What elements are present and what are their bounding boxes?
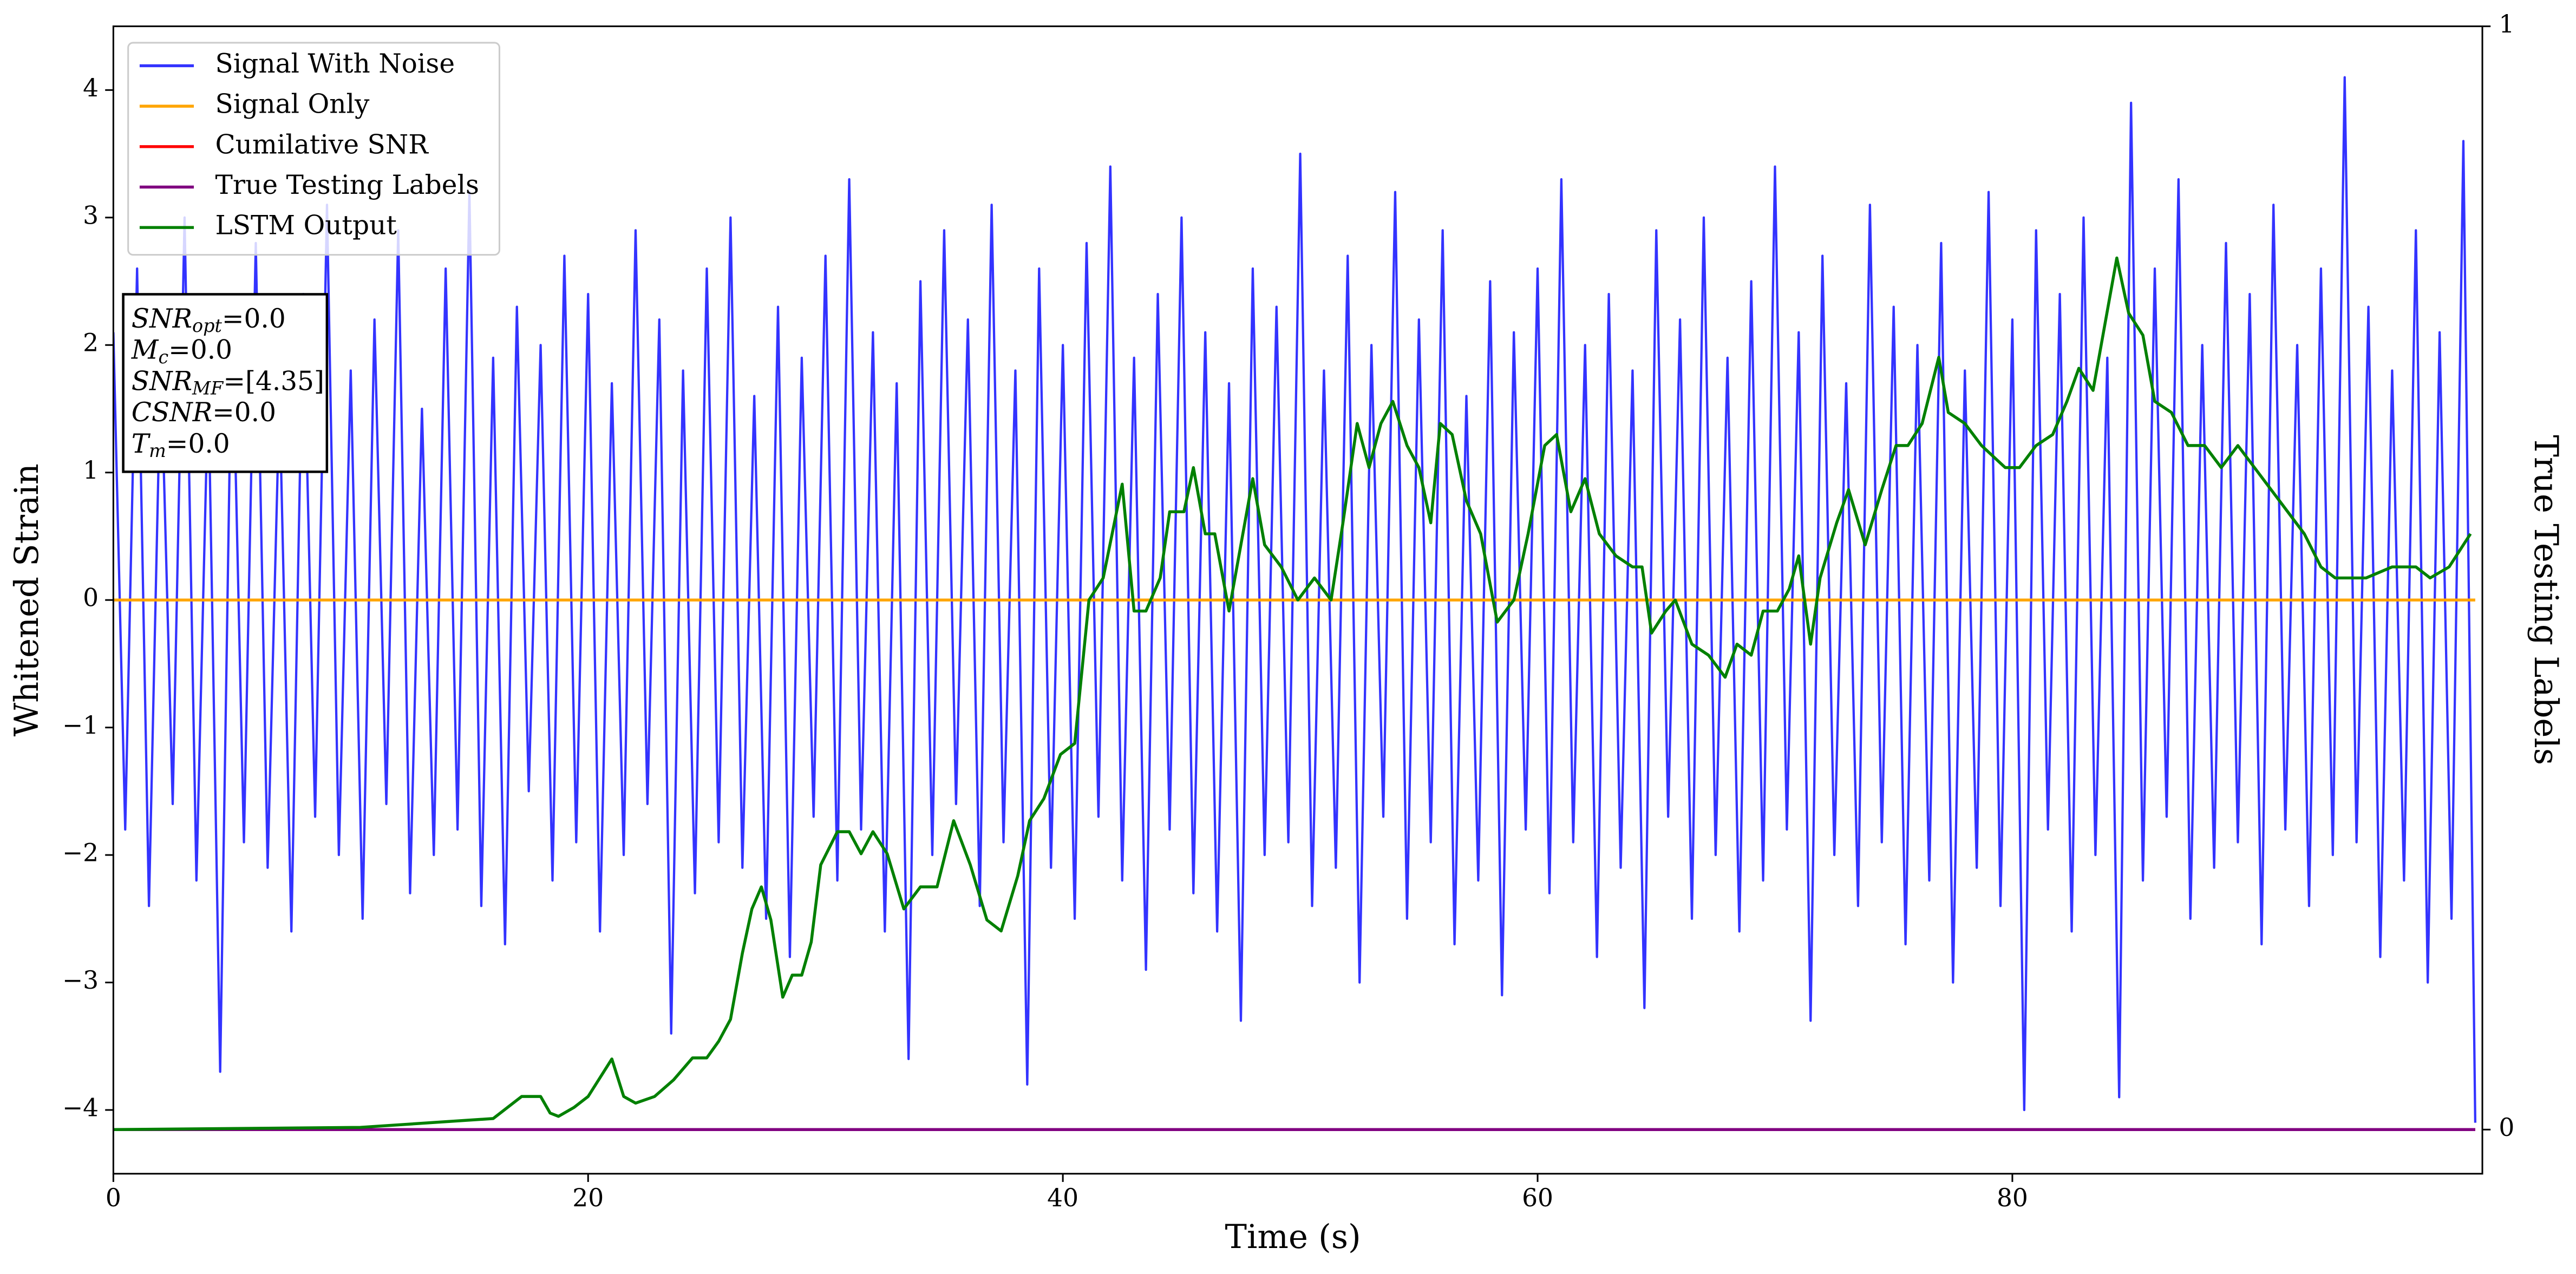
annotation-rest: =0.0 bbox=[166, 428, 230, 459]
y2-tick-label: 0 bbox=[2499, 1113, 2514, 1142]
annotation-box bbox=[122, 293, 329, 473]
series-line bbox=[113, 76, 2477, 1123]
y-tick-label: 3 bbox=[83, 201, 99, 230]
y-tick-label: 0 bbox=[83, 584, 99, 612]
annotation-sub: m bbox=[149, 440, 166, 461]
y-tick-label: −2 bbox=[62, 839, 99, 867]
y-tick-label: −4 bbox=[62, 1094, 99, 1122]
x-tick-label: 80 bbox=[1997, 1184, 2028, 1212]
annotation-main: SNR bbox=[132, 304, 192, 334]
annotation-rest: =[4.35] bbox=[223, 366, 324, 396]
y-tick-label: 2 bbox=[83, 329, 99, 357]
y-tick-label: 4 bbox=[83, 74, 99, 102]
annotation-line: SNRMF=[4.35] bbox=[132, 366, 324, 399]
series-line bbox=[113, 256, 2472, 1132]
y-axis-label: Whitened Strain bbox=[8, 463, 46, 736]
annotation-main: SNR bbox=[132, 366, 192, 396]
y-tick-label: −1 bbox=[62, 711, 99, 740]
annotation-line: Mc=0.0 bbox=[131, 335, 232, 368]
annotation-sub: opt bbox=[192, 315, 222, 336]
annotation-sub: MF bbox=[192, 378, 224, 399]
legend-label: True Testing Labels bbox=[215, 170, 479, 200]
annotation-line: SNRopt=0.0 bbox=[132, 304, 286, 337]
annotation-rest: =0.0 bbox=[168, 335, 232, 365]
y2-axis-label: True Testing Labels bbox=[2527, 435, 2565, 765]
y2-tick-label: 1 bbox=[2499, 10, 2514, 38]
x-tick-label: 60 bbox=[1522, 1184, 1553, 1212]
legend-box bbox=[127, 42, 500, 256]
plot-area bbox=[113, 76, 2477, 1132]
annotation-line: CSNR=0.0 bbox=[132, 397, 276, 428]
x-tick-label: 40 bbox=[1047, 1184, 1078, 1212]
annotation-rest: =0.0 bbox=[222, 304, 286, 334]
annotation-main: CSNR bbox=[132, 397, 212, 428]
annotation-rest: =0.0 bbox=[212, 397, 276, 428]
x-tick-label: 0 bbox=[106, 1184, 121, 1212]
x-tick-label: 20 bbox=[572, 1184, 604, 1212]
y-tick-label: 1 bbox=[83, 456, 99, 485]
annotation-sub: c bbox=[158, 347, 168, 368]
legend-label: Signal Only bbox=[215, 89, 370, 120]
legend-label: Cumilative SNR bbox=[215, 129, 429, 160]
annotation-line: Tm=0.0 bbox=[132, 428, 230, 461]
annotation-main: M bbox=[131, 335, 159, 365]
annotation-main: T bbox=[132, 428, 151, 459]
legend-label: Signal With Noise bbox=[215, 49, 455, 79]
x-axis-label: Time (s) bbox=[1225, 1218, 1361, 1256]
legend-label: LSTM Output bbox=[215, 211, 397, 241]
y-tick-label: −3 bbox=[62, 966, 99, 995]
